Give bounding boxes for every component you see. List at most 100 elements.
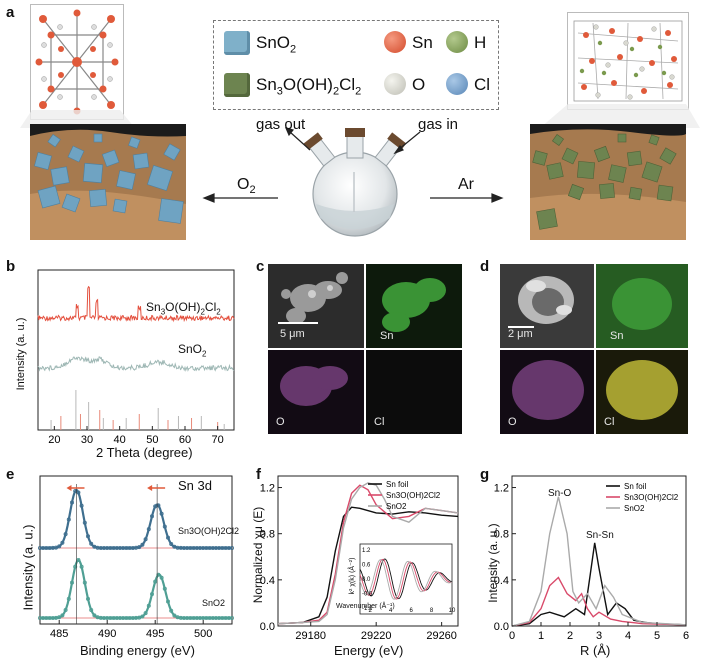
xps-point [169,542,174,547]
x-tick-label: 0 [509,630,515,642]
material-legend: SnO2 Sn3O(OH)2Cl2 Sn H O Cl [213,20,499,110]
xps-point [143,611,148,616]
xrd-series-1 [37,356,235,372]
xps-point [149,592,154,597]
inset-series-2 [359,559,453,600]
scale-label-c: 5 μm [280,328,305,340]
eds-label-cl-c: Cl [374,416,385,428]
xps-point [82,580,87,585]
panel-label-b: b [6,258,16,275]
xanes-chart: 29180 29220 29260 0.0 0.4 0.8 1.2 2 4 6 8 10 1.2 0.6… [260,475,459,642]
x-tick-label: 6 [683,630,689,642]
eds-map-sn-d: Sn [596,264,688,348]
xps-point [229,546,234,551]
x-tick-label: 2 [567,630,573,642]
y-tick-label: 1.2 [260,483,275,495]
xps-point [76,558,81,563]
legend-entry: SnO2 [386,502,407,511]
legend-sn: Sn [412,33,433,52]
xps-point [169,608,174,613]
inset-x-tick: 8 [430,608,434,614]
legend-sn3o: Sn3O(OH)2Cl2 [256,75,362,98]
xps-point [165,535,170,540]
xps-xlabel: Binding energy (eV) [80,643,195,658]
eds-label-cl-d: Cl [604,416,615,428]
x-tick-label: 50 [146,434,158,446]
sn3o-cube-swatch [224,73,250,97]
legend-sno2: SnO2 [256,33,297,56]
xps-series-0 [40,489,232,550]
xps-point [89,541,94,546]
eds-map-cl-d: Cl [596,350,688,434]
legend-h: H [474,33,487,52]
xps-point [146,603,151,608]
shift-arrowhead [147,485,153,491]
inset-y-tick: 0.6 [362,563,371,569]
eds-map-o-c: O [268,350,364,434]
x-tick-label: 60 [179,434,191,446]
xrd-ylabel: Intensity (a. u.) [15,317,27,391]
xps-point [172,613,177,618]
legend-entry: Sn foil [624,482,646,491]
legend-cl: Cl [474,75,491,94]
xps-point [73,489,78,494]
x-tick-label: 30 [81,434,93,446]
series-line-2 [511,496,687,627]
series-line-2 [277,482,459,625]
panel-label-e: e [6,466,15,483]
x-tick-label: 29180 [295,630,326,642]
sno2-crystal-structure [30,4,124,120]
xps-point [86,534,91,539]
eds-map-cl-c: Cl [366,350,462,434]
xps-point [79,503,84,508]
xrd-label-sno2: SnO2 [178,342,207,359]
x-tick-label: 490 [98,628,116,640]
panel-label-c: c [256,258,265,275]
eds-label-o-d: O [508,416,517,428]
y-tick-label: 0.8 [494,529,509,541]
xps-point [70,580,75,585]
sn3o-cube-scene [530,124,686,240]
eds-label-o-c: O [276,416,285,428]
inset-series-0 [359,558,453,600]
sn3o-crystal-structure [567,12,689,110]
eds-map-sn-c: Sn [366,264,462,348]
series-line-0 [277,506,459,625]
xps-series-1 [40,558,232,620]
x-tick-label: 495 [146,628,164,640]
legend-entry: Sn3O(OH)2Cl2 [386,491,441,500]
inset-xlabel: Wavenumber (Å⁻¹) [336,603,395,610]
xps-point [60,613,65,618]
xps-point [57,615,62,620]
y-tick-label: 0.4 [494,575,509,587]
x-tick-label: 20 [48,434,60,446]
reaction-flask-scheme [202,127,504,237]
exafs-ylabel: Intensity (a. u.) [486,523,500,603]
inset-x-tick: 6 [409,608,413,614]
sno2-cube-swatch [224,31,250,55]
xps-point [79,564,84,569]
series-line-1 [277,484,459,625]
xps-point [162,524,167,529]
xps-point [140,614,145,619]
exafs-xlabel: R (Å) [580,643,611,658]
series-line-1 [511,576,687,627]
xps-point [146,527,151,532]
flask-icon [303,128,407,237]
xrd-chart: 20 30 40 50 60 70 [37,269,235,446]
xps-point [63,532,68,537]
sno2-cube-scene [30,124,186,240]
eds-label-sn-c: Sn [380,330,394,342]
o2-label: O2 [237,176,256,197]
cl-atom-swatch [446,73,468,95]
x-tick-label: 485 [50,628,68,640]
panel-label-f: f [256,466,261,483]
xps-point [159,511,164,516]
xps-point [92,613,97,618]
x-tick-label: 500 [194,628,212,640]
xanes-ylabel: Normalized χμ (E) [251,506,265,604]
xps-point [70,500,75,505]
legend-o: O [412,75,426,94]
series-line-0 [511,542,687,627]
xps-point [229,615,234,620]
